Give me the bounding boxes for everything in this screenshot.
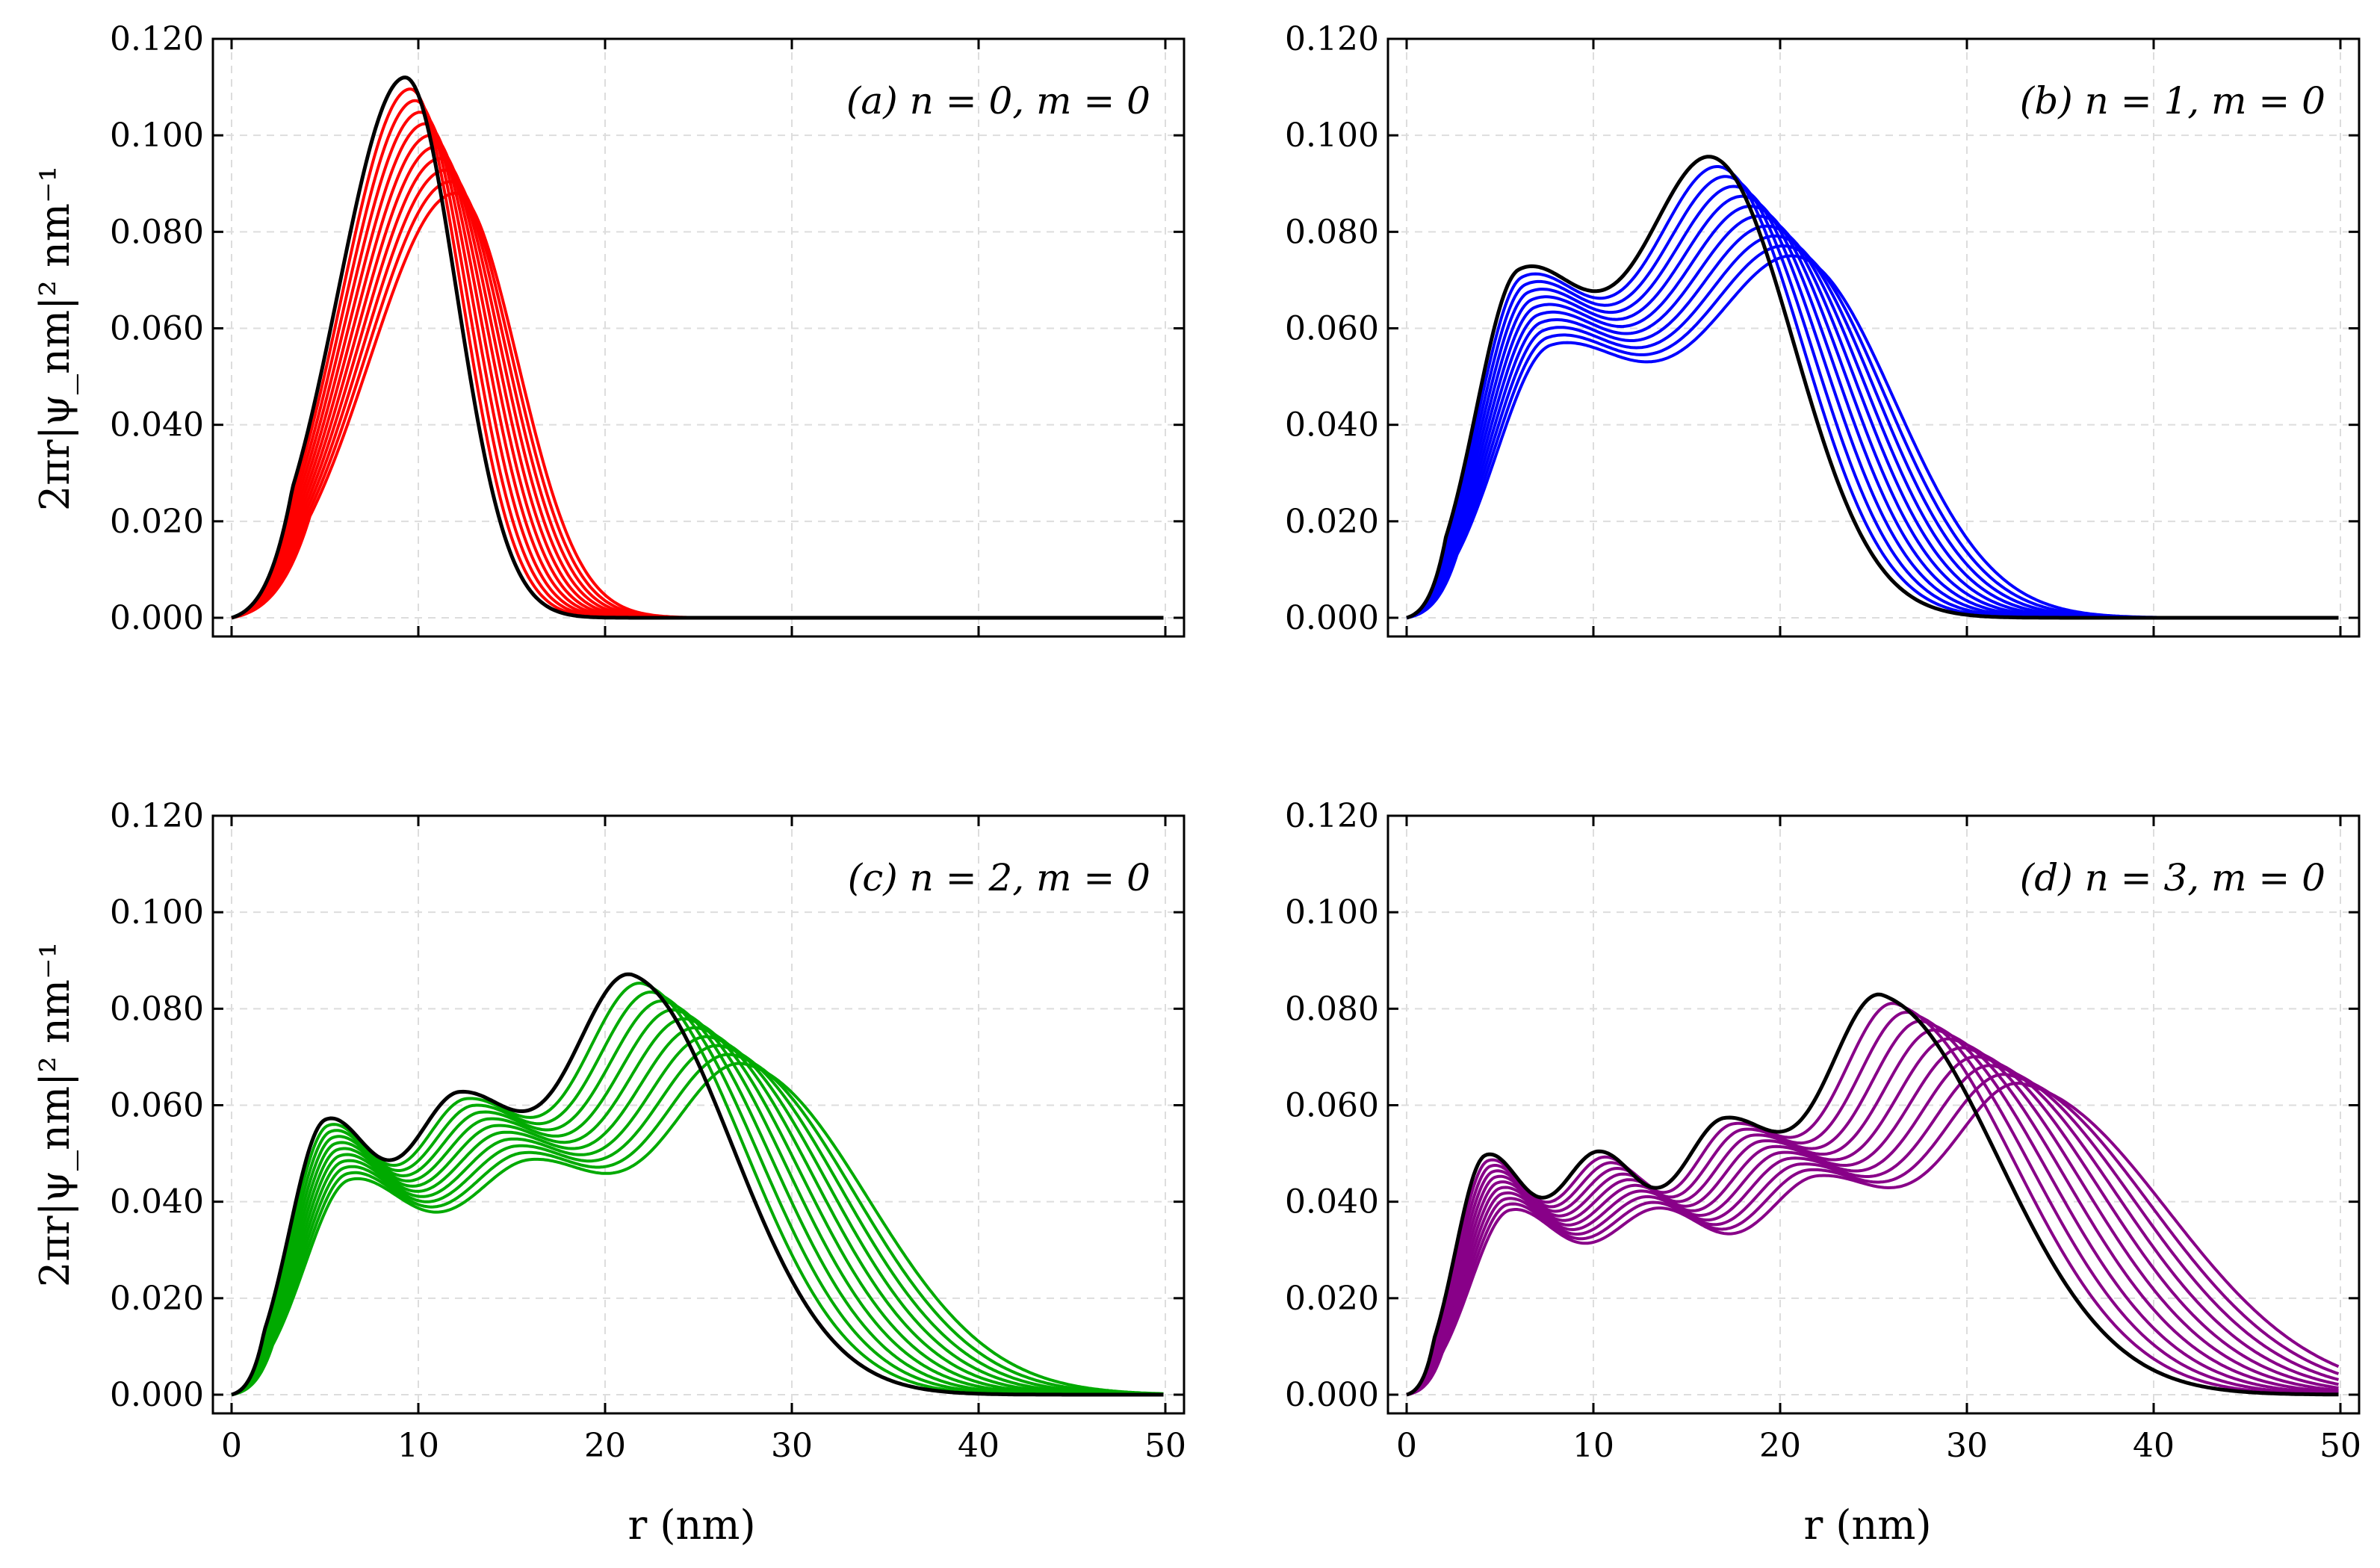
series-curve-10 (1406, 1082, 2340, 1396)
axes-frame (1386, 37, 2361, 638)
y-tick-label: 0.100 (1285, 893, 1379, 932)
series-curve-7 (231, 1035, 1164, 1396)
panel-label: (a) n = 0, m = 0 (846, 79, 1150, 123)
y-tick-label: 0.000 (1285, 599, 1379, 637)
x-axis-title-left: r (nm) (627, 1502, 755, 1549)
panel-a: 0.000 0.020 0.040 0.060 0.080 0.100 0.120 (a) n… (110, 20, 1186, 638)
x-tick-label: 20 (584, 1427, 626, 1465)
axes-frame (211, 37, 1186, 638)
series-curve-6 (231, 1026, 1164, 1396)
y-tick-label: 0.120 (110, 20, 204, 58)
y-tick-label: 0.040 (110, 1183, 204, 1221)
x-tick-label: 0 (221, 1427, 242, 1465)
reference-curve (1406, 155, 2339, 620)
x-tick-label: 0 (1396, 1427, 1417, 1465)
y-tick-label: 0.060 (110, 1087, 204, 1125)
series-curve-5 (231, 1017, 1164, 1396)
series-curve-1 (1406, 165, 2339, 619)
series-curve-10 (1406, 254, 2339, 619)
axes-frame (211, 814, 1186, 1415)
y-tick-label: 0.100 (1285, 117, 1379, 155)
y-tick-label: 0.020 (1285, 1280, 1379, 1318)
y-tick-label: 0.120 (1285, 20, 1379, 58)
series-curve-5 (231, 134, 1164, 619)
y-tick-label: 0.040 (110, 406, 204, 444)
y-tick-label: 0.020 (110, 503, 204, 541)
reference-curve (231, 75, 1164, 620)
x-tick-label: 40 (2133, 1427, 2175, 1465)
y-tick-label: 0.000 (110, 1376, 204, 1414)
y-tick-label: 0.020 (110, 1280, 204, 1318)
series-curve-1 (231, 982, 1164, 1396)
x-tick-label: 10 (1572, 1427, 1614, 1465)
panel-label: (b) n = 1, m = 0 (2020, 79, 2325, 123)
y-tick-label: 0.080 (1285, 990, 1379, 1028)
series-curve-8 (231, 1044, 1164, 1396)
series-curve-9 (1406, 1073, 2340, 1396)
series-curve-4 (231, 122, 1164, 619)
series-curve-5 (1406, 1037, 2339, 1396)
series-curve-1 (1406, 1002, 2339, 1396)
series-curve-3 (1406, 1019, 2339, 1396)
series-curve-4 (1406, 1028, 2339, 1396)
series-curve-6 (1406, 1046, 2339, 1396)
y-axis-title-bottom: 2πr|ψ_nm|² nm⁻¹ (31, 942, 78, 1287)
reference-curve (231, 972, 1164, 1397)
panel-label: (d) n = 3, m = 0 (2020, 856, 2325, 899)
series-curve-7 (231, 157, 1164, 619)
x-tick-label: 30 (1946, 1427, 1988, 1465)
x-tick-label: 50 (1144, 1427, 1186, 1465)
panel-c: 0 10 20 30 40 50 0.000 0.020 0.040 0.060 0.080 0.10… (110, 797, 1186, 1465)
y-tick-label: 0.060 (1285, 1087, 1379, 1125)
y-tick-label: 0.080 (1285, 213, 1379, 251)
axes-frame (1386, 814, 2361, 1415)
y-axis-title-top: 2πr|ψ_nm|² nm⁻¹ (31, 166, 78, 511)
panel-b: 0.000 0.020 0.040 0.060 0.080 0.100 0.120 (b) n… (1285, 20, 2361, 638)
series-curve-9 (1406, 244, 2339, 619)
y-tick-label: 0.060 (1285, 310, 1379, 348)
y-tick-label: 0.120 (110, 797, 204, 835)
y-tick-label: 0.100 (110, 117, 204, 155)
y-tick-label: 0.040 (1285, 406, 1379, 444)
x-tick-label: 40 (958, 1427, 1000, 1465)
series-curve-10 (231, 1062, 1164, 1396)
y-tick-label: 0.060 (110, 310, 204, 348)
y-tick-label: 0.080 (110, 990, 204, 1028)
series-curve-2 (1406, 1010, 2339, 1396)
panel-d: 0 10 20 30 40 50 0.000 0.020 0.040 0.060 0.080 0.10… (1285, 797, 2361, 1465)
y-tick-label: 0.000 (110, 599, 204, 637)
x-tick-label: 50 (2319, 1427, 2361, 1465)
series-curve-9 (231, 180, 1164, 619)
series-curve-7 (1406, 1055, 2339, 1396)
y-tick-label: 0.080 (110, 213, 204, 251)
y-tick-label: 0.020 (1285, 503, 1379, 541)
y-tick-label: 0.000 (1285, 1376, 1379, 1414)
series-curve-8 (1406, 1064, 2340, 1396)
x-axis-title-right: r (nm) (1803, 1502, 1931, 1549)
panel-label: (c) n = 2, m = 0 (848, 856, 1150, 899)
y-tick-label: 0.120 (1285, 797, 1379, 835)
x-tick-label: 10 (397, 1427, 439, 1465)
y-tick-label: 0.100 (110, 893, 204, 932)
reference-curve (1406, 992, 2339, 1397)
x-tick-label: 20 (1759, 1427, 1801, 1465)
series-curve-4 (231, 1008, 1164, 1396)
y-tick-label: 0.040 (1285, 1183, 1379, 1221)
x-tick-label: 30 (771, 1427, 813, 1465)
series-curve-9 (231, 1053, 1164, 1396)
